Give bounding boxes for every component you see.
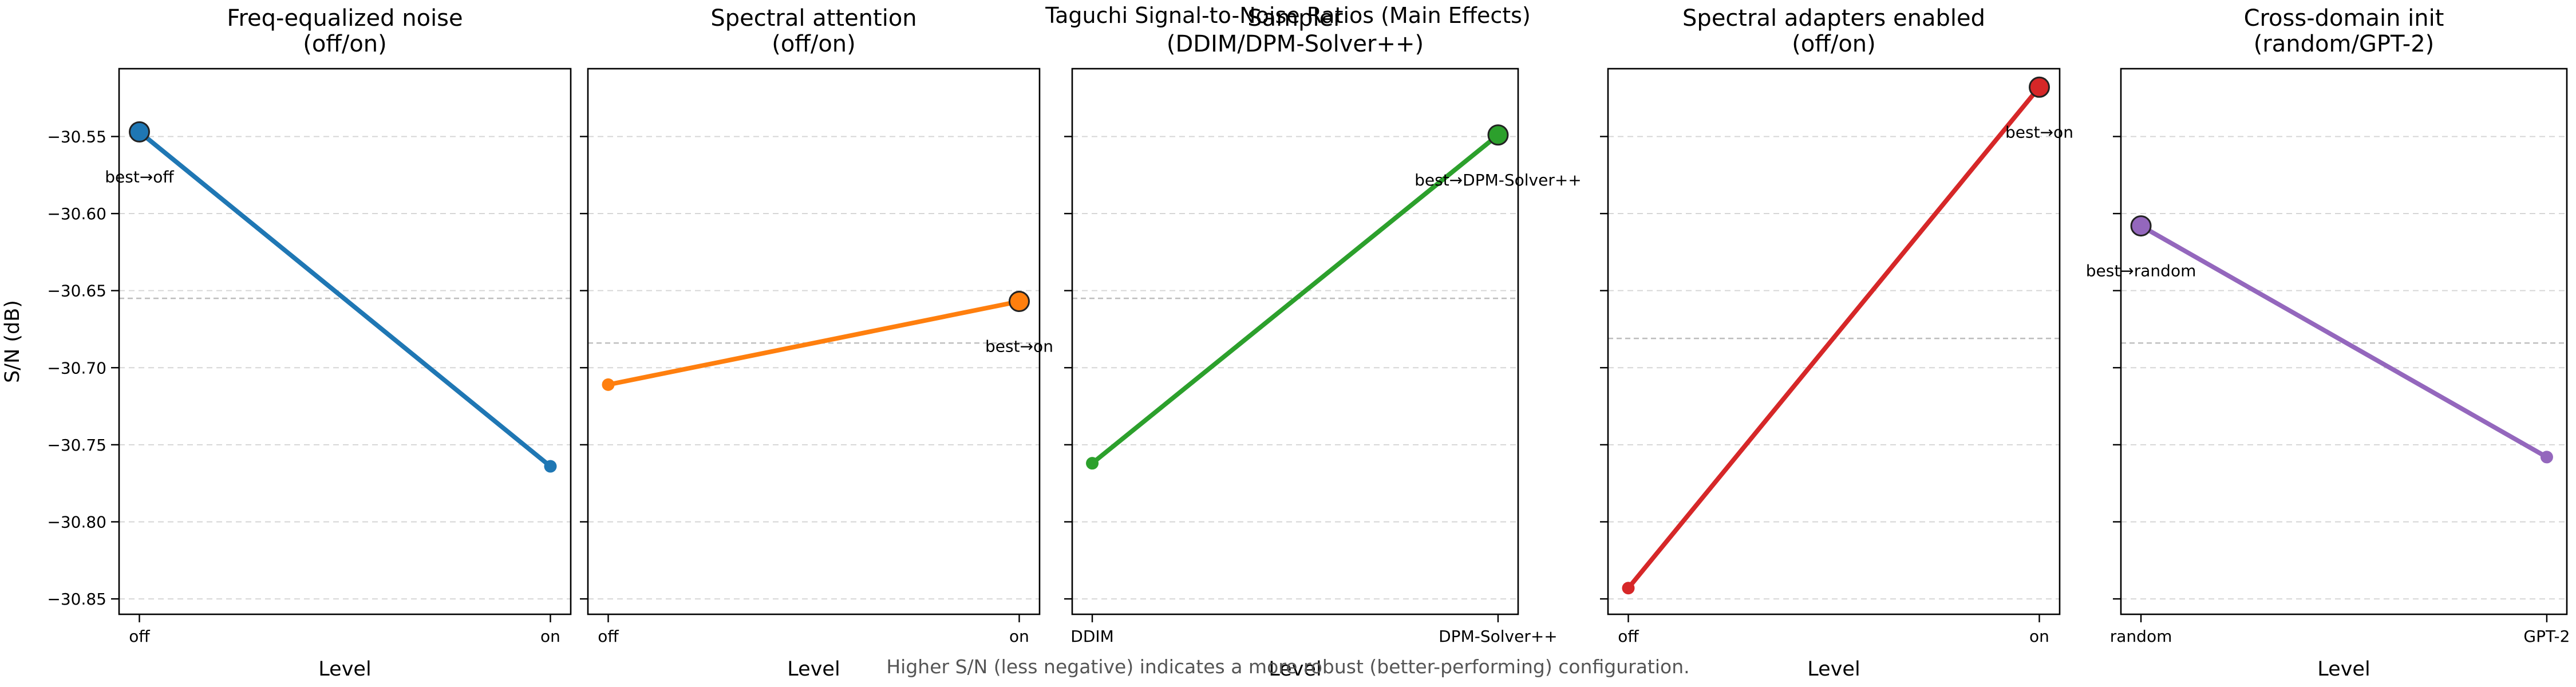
- y-tick-label: −30.75: [47, 436, 106, 455]
- y-tick-label: −30.55: [47, 127, 106, 146]
- data-point: [2540, 451, 2553, 464]
- panel-1: −30.55 −30.60 −30.65 −30.70 −30.75 −30.80 −30.…: [1, 5, 572, 681]
- x-axis-label: Level: [2317, 658, 2370, 681]
- panel-4: off on Level Spectral adapters enabled(off/…: [1600, 5, 2073, 681]
- panel-title: Freq-equalized noise: [227, 5, 463, 31]
- best-point: [2028, 76, 2050, 98]
- axes-frame: [118, 68, 572, 615]
- data-point: [1622, 582, 1635, 595]
- x-tick-label: off: [1618, 627, 1639, 646]
- series-line: [606, 299, 1022, 387]
- series-line: [1626, 85, 2042, 591]
- panel-title: Cross-domain init: [2244, 5, 2444, 31]
- series-line: [1090, 132, 1500, 466]
- panel-2: off on Level Spectral attention(off/on) best…: [580, 5, 1053, 681]
- panel-title: Sampler: [1247, 5, 1343, 31]
- panel-title: (off/on): [1792, 31, 1876, 57]
- data-point: [544, 460, 557, 473]
- series-line: [2139, 223, 2549, 460]
- panel-title: Spectral adapters enabled: [1682, 5, 1985, 31]
- best-annotation: best→on: [985, 337, 1053, 356]
- y-tick-label: −30.80: [47, 512, 106, 531]
- x-tick-label: on: [1009, 627, 1029, 646]
- axes-frame: [2120, 68, 2568, 615]
- axes-frame: [1607, 68, 2061, 615]
- panel-5: random GPT-2 Level Cross-domain init(random…: [2086, 5, 2570, 681]
- panel-3: DDIM DPM-Solver++ Level Sampler(DDIM/DPM-So…: [1064, 5, 1582, 681]
- best-point: [1008, 291, 1030, 313]
- best-annotation: best→off: [105, 167, 174, 186]
- panels-group: −30.55 −30.60 −30.65 −30.70 −30.75 −30.80 −30.…: [1, 5, 2570, 681]
- data-point: [602, 378, 615, 391]
- best-annotation: best→DPM-Solver++: [1415, 171, 1582, 189]
- series-line: [137, 129, 553, 469]
- figure-suptitle: Taguchi Signal-to-Noise Ratios (Main Eff…: [1045, 3, 1531, 28]
- data-point: [1086, 457, 1099, 470]
- x-tick-label: on: [2029, 627, 2049, 646]
- x-tick-label: off: [129, 627, 150, 646]
- axes-frame: [587, 68, 1041, 615]
- x-tick-label: DDIM: [1070, 627, 1114, 646]
- best-point: [1487, 124, 1509, 146]
- x-tick-label: GPT-2: [2523, 627, 2570, 646]
- best-annotation: best→random: [2086, 262, 2196, 281]
- y-tick-label: −30.65: [47, 282, 106, 301]
- y-tick-label: −30.70: [47, 358, 106, 377]
- x-axis-label: Level: [318, 658, 371, 681]
- y-tick-label: −30.85: [47, 590, 106, 609]
- panel-title: (off/on): [303, 31, 387, 57]
- y-tick-label: −30.60: [47, 204, 106, 223]
- axes-frame: [1071, 68, 1519, 615]
- x-tick-label: off: [598, 627, 619, 646]
- panel-title: (off/on): [772, 31, 856, 57]
- figure-footnote: Higher S/N (less negative) indicates a m…: [886, 656, 1689, 678]
- x-tick-label: on: [540, 627, 560, 646]
- best-point: [2130, 215, 2152, 237]
- best-annotation: best→on: [2005, 123, 2073, 141]
- panel-title: (random/GPT-2): [2254, 31, 2435, 57]
- panel-title: Spectral attention: [710, 5, 916, 31]
- y-axis-label: S/N (dB): [1, 300, 24, 383]
- x-tick-label: DPM-Solver++: [1439, 627, 1558, 646]
- x-axis-label: Level: [1807, 658, 1860, 681]
- x-axis-label: Level: [1269, 658, 1321, 681]
- panel-title: (DDIM/DPM-Solver++): [1167, 31, 1424, 57]
- x-axis-label: Level: [787, 658, 840, 681]
- x-tick-label: random: [2110, 627, 2172, 646]
- best-point: [129, 121, 151, 143]
